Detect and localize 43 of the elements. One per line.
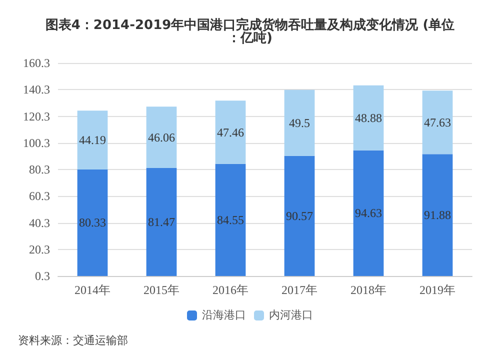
data-label: 44.19 bbox=[79, 133, 106, 148]
y-tick-label: 100.3 bbox=[23, 136, 50, 150]
bar bbox=[284, 90, 315, 156]
x-tick-label: 2016年 bbox=[212, 283, 248, 297]
data-label: 47.63 bbox=[424, 115, 451, 130]
bar bbox=[215, 100, 246, 164]
data-label: 84.55 bbox=[217, 212, 244, 227]
data-label: 48.88 bbox=[355, 110, 382, 125]
text: 资料来源：交通运输部 bbox=[18, 334, 128, 347]
bar bbox=[422, 154, 453, 276]
y-tick-label: 120.3 bbox=[23, 109, 50, 124]
bar bbox=[146, 106, 177, 168]
bar bbox=[77, 169, 108, 276]
y-tick-label: 80.3 bbox=[29, 162, 50, 176]
data-label: 47.46 bbox=[217, 125, 244, 140]
chart-title: 图表4：2014-2019年中国港口完成货物吞吐量及构成变化情况 (单位：亿吨) bbox=[45, 17, 455, 46]
bar bbox=[353, 85, 384, 150]
data-label: 94.63 bbox=[355, 206, 382, 220]
x-tick-label: 2017年 bbox=[282, 283, 318, 297]
data-label: 80.33 bbox=[79, 216, 106, 230]
data-label: 81.47 bbox=[148, 214, 175, 229]
bar bbox=[284, 156, 315, 276]
bar bbox=[353, 150, 384, 276]
data-label: 49.5 bbox=[289, 116, 310, 130]
bar bbox=[146, 168, 177, 276]
x-tick-label: 2015年 bbox=[144, 283, 180, 297]
bar bbox=[77, 110, 108, 170]
x-tick-label: 2019年 bbox=[420, 283, 456, 297]
data-label: 46.06 bbox=[148, 130, 175, 144]
data-label: 91.88 bbox=[424, 208, 451, 222]
y-tick-label: 20.3 bbox=[29, 242, 50, 256]
bar bbox=[215, 164, 246, 276]
legend-label: 沿海港口 bbox=[202, 308, 246, 322]
y-tick-label: 40.3 bbox=[29, 216, 50, 230]
y-tick-label: 140.3 bbox=[23, 82, 50, 97]
x-tick-label: 2014年 bbox=[74, 283, 110, 297]
y-tick-label: 60.3 bbox=[29, 189, 50, 204]
data-label: 90.57 bbox=[286, 208, 313, 223]
x-tick-label: 2018年 bbox=[350, 283, 386, 297]
bar bbox=[422, 90, 453, 154]
legend-label: 内河港口 bbox=[269, 308, 313, 322]
y-tick-label: 160.3 bbox=[23, 56, 50, 70]
y-tick-label: 0.3 bbox=[35, 269, 50, 283]
